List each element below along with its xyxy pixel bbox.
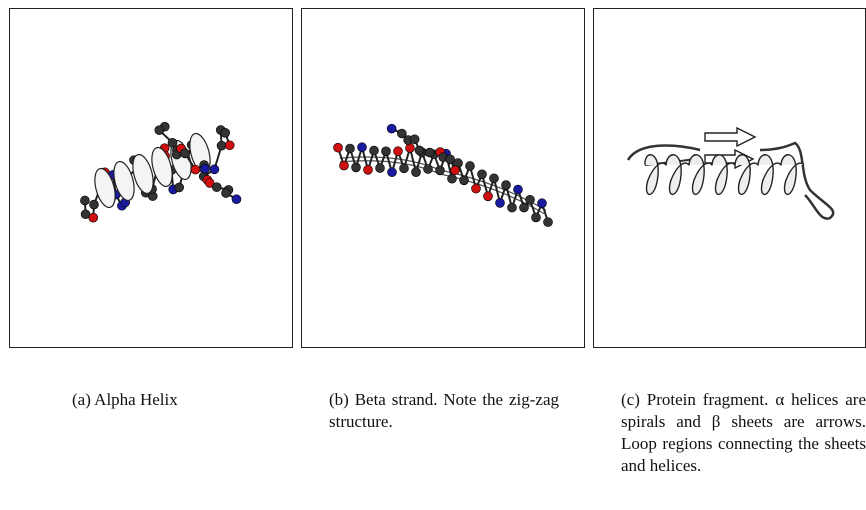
atom bbox=[400, 164, 409, 173]
atom bbox=[221, 189, 230, 198]
atom bbox=[346, 144, 355, 153]
atom bbox=[388, 168, 397, 177]
atom bbox=[406, 143, 415, 152]
atom bbox=[200, 164, 209, 173]
atom bbox=[410, 135, 419, 144]
atom bbox=[394, 147, 403, 156]
atom bbox=[80, 196, 89, 205]
atom bbox=[89, 200, 98, 209]
caption: (a) Alpha Helix bbox=[72, 389, 272, 411]
atom bbox=[514, 185, 523, 194]
caption: (c) Protein fragment. α helices are spir… bbox=[621, 389, 866, 477]
atom bbox=[376, 164, 385, 173]
atom bbox=[334, 143, 343, 152]
atom bbox=[358, 143, 367, 152]
atom bbox=[526, 195, 535, 204]
panel-frame bbox=[302, 9, 585, 348]
atom bbox=[424, 164, 433, 173]
atom bbox=[508, 203, 517, 212]
panel-frame bbox=[594, 9, 866, 348]
atom bbox=[538, 199, 547, 208]
atom bbox=[484, 192, 493, 201]
atom bbox=[180, 149, 189, 158]
atom bbox=[89, 213, 98, 222]
atom bbox=[155, 126, 164, 135]
atom bbox=[382, 147, 391, 156]
atom bbox=[210, 165, 219, 174]
atom bbox=[496, 198, 505, 207]
atom bbox=[340, 161, 349, 170]
atom bbox=[221, 128, 230, 137]
atom bbox=[175, 183, 184, 192]
atom bbox=[544, 218, 553, 227]
caption: (b) Beta strand. Note the zig-zag struct… bbox=[329, 389, 559, 433]
atom bbox=[446, 155, 455, 164]
atom bbox=[451, 166, 460, 175]
atom bbox=[232, 195, 241, 204]
atom bbox=[225, 141, 234, 150]
atom bbox=[502, 181, 511, 190]
atom bbox=[415, 146, 424, 155]
atom bbox=[370, 146, 379, 155]
atom bbox=[472, 184, 481, 193]
atom bbox=[490, 174, 499, 183]
atom bbox=[466, 161, 475, 170]
atom bbox=[532, 213, 541, 222]
atom bbox=[364, 165, 373, 174]
atom bbox=[217, 141, 226, 150]
atom bbox=[425, 148, 434, 157]
atom bbox=[352, 163, 361, 172]
atom bbox=[436, 166, 445, 175]
atom bbox=[460, 176, 469, 185]
atom bbox=[191, 165, 200, 174]
atom bbox=[387, 124, 396, 133]
atom bbox=[212, 183, 221, 192]
atom bbox=[448, 174, 457, 183]
atom bbox=[520, 203, 529, 212]
atom bbox=[478, 170, 487, 179]
atom bbox=[412, 168, 421, 177]
page: {"figure": {"panels": [ {"caption": "(a)… bbox=[0, 0, 866, 510]
